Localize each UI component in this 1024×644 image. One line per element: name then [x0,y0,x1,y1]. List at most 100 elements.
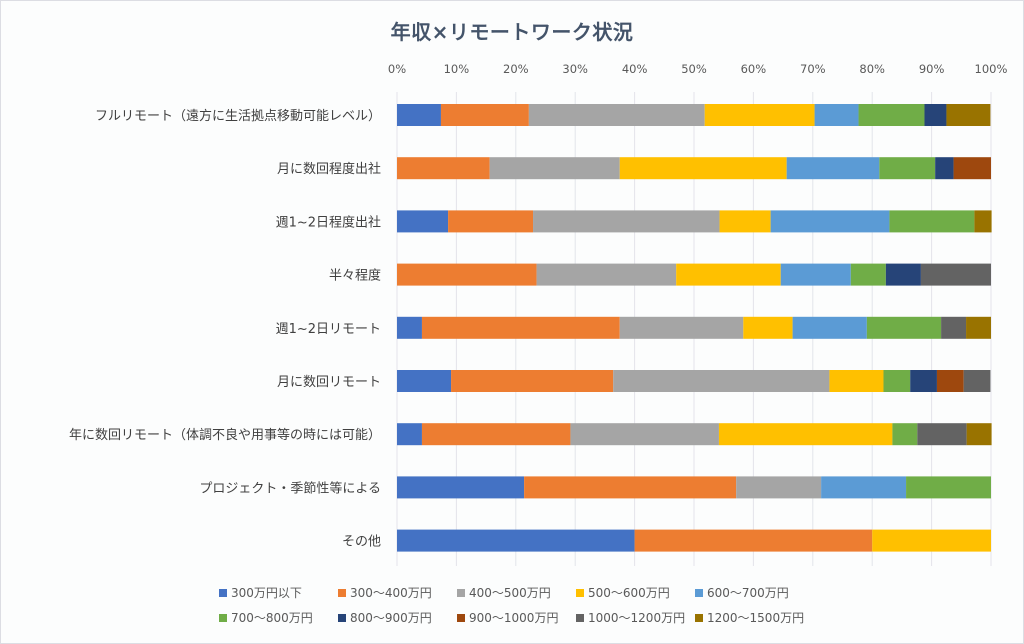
bar-segment [850,263,886,286]
bar-segment [966,423,992,446]
legend-swatch [338,589,346,597]
bar-segment [704,104,815,126]
bar-segment [397,316,422,339]
x-tick-label: 10% [444,62,470,76]
bar-segment [770,210,890,233]
bar-segment [397,476,525,499]
legend-item: 400〜500万円 [457,586,551,600]
legend-item: 800〜900万円 [338,611,432,625]
bar-segment [397,104,441,126]
bar-segment [613,370,830,392]
legend-label: 900〜1000万円 [469,611,558,625]
bar-segment [821,476,907,499]
category-label: フルリモート（遠方に生活拠点移動可能レベル） [95,108,381,124]
legend-item: 700〜800万円 [219,611,313,625]
bar-segment [872,529,991,552]
bar-segment [718,423,893,446]
legend-item: 1000〜1200万円 [576,611,685,625]
category-label: 月に数回リモート [277,375,381,390]
bar-segment [906,476,991,499]
legend-label: 700〜800万円 [231,611,313,625]
bar-segment [451,370,614,392]
legend-item: 300万円以下 [219,586,302,600]
legend-item: 500〜600万円 [576,586,670,600]
bar-segment [786,157,880,180]
legend-swatch [695,589,703,597]
category-label: 月に数回程度出社 [277,161,381,177]
x-axis-ticks: 0% 10% 20% 30% 40% 50% 60% 70% 80% 90% 100% [388,62,1008,76]
x-tick-label: 80% [859,62,885,76]
bar-segment [619,157,787,180]
bar-segment [966,316,991,339]
bar-segment [946,104,991,126]
bar-segment [910,370,937,392]
bar-segment [917,423,967,446]
bar-segment [397,157,490,180]
bar-segment [743,316,793,339]
bar-segment [866,316,942,339]
legend-label: 800〜900万円 [350,611,432,625]
bar-segment [421,423,571,446]
bar-segment [879,157,936,180]
legend-item: 300〜400万円 [338,586,432,600]
legend-swatch [338,614,346,622]
bar-segment [536,263,677,286]
bar-segment [676,263,781,286]
bar-segment [634,529,873,552]
bar-segment [448,210,534,233]
x-tick-label: 50% [681,62,707,76]
x-tick-label: 100% [975,62,1008,76]
bar-segment [528,104,705,126]
bar-segment [780,263,851,286]
bar-segment [953,157,991,180]
bar-segment [397,210,449,233]
bar-segment [814,104,859,126]
bar-segment [421,316,620,339]
legend-label: 300〜400万円 [350,586,432,600]
category-label: その他 [342,535,381,550]
bar-segment [792,316,867,339]
bar-segment [533,210,720,233]
category-label: プロジェクト・季節性等による [199,480,381,496]
legend-swatch [695,614,703,622]
legend-swatch [219,589,227,597]
x-tick-label: 30% [562,62,588,76]
bar-segment [736,476,822,499]
category-label: 週1~2日リモート [276,322,381,337]
x-tick-label: 0% [388,62,406,76]
bar-segment [883,370,911,392]
bar-segment [885,263,921,286]
x-tick-label: 70% [800,62,826,76]
legend-swatch [576,614,584,622]
bar-segment [570,423,719,446]
bar-segment [935,157,954,180]
legend: 300万円以下 300〜400万円 400〜500万円 500〜600万円 600〜70… [219,586,804,625]
bar-segment [889,210,975,233]
bar-segment [974,210,992,233]
category-label: 週1~2日程度出社 [276,214,381,230]
bar-segment [397,370,452,392]
bar-segment [920,263,991,286]
bar-segment [397,529,635,552]
bar-segment [397,263,537,286]
chart-title: 年収×リモートワーク状況 [390,20,634,44]
legend-item: 900〜1000万円 [457,611,558,625]
bar-segment [397,423,422,446]
bar-segment [719,210,771,233]
legend-label: 400〜500万円 [469,586,551,600]
bar-segment [524,476,737,499]
bar-segment [936,370,964,392]
legend-label: 500〜600万円 [588,586,670,600]
x-tick-label: 60% [741,62,767,76]
x-tick-label: 90% [919,62,945,76]
legend-swatch [219,614,227,622]
bar-segment [963,370,991,392]
bar-segment [858,104,925,126]
legend-label: 1000〜1200万円 [588,611,685,625]
bar-segment [619,316,744,339]
legend-item: 1200〜1500万円 [695,611,804,625]
bar-segment [892,423,918,446]
legend-swatch [576,589,584,597]
legend-label: 1200〜1500万円 [707,611,804,625]
